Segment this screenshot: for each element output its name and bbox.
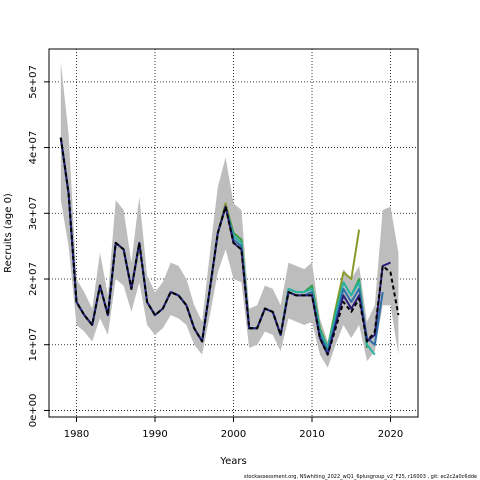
y-tick-label: 0e+00 [28,394,39,428]
x-axis: 1980 1990 2000 2010 2020 [64,417,403,440]
x-axis-label: Years [219,456,246,467]
series-line-0 [59,137,400,356]
y-tick-label: 5e+07 [28,65,39,99]
x-tick-label: 1990 [142,429,167,440]
y-tick-label: 2e+07 [28,262,39,296]
series-layer [59,137,400,356]
x-tick-label: 2010 [299,429,324,440]
footer-attribution: stockassessment.org, NSwhiting_2022_wQ1_… [244,474,477,480]
y-tick-label: 3e+07 [28,196,39,230]
y-axis: 0e+00 1e+07 2e+07 3e+07 4e+07 5e+07 [28,65,49,427]
y-tick-label: 1e+07 [28,328,39,362]
x-tick-label: 2000 [221,429,246,440]
y-tick-label: 4e+07 [28,131,39,165]
y-axis-label: Recruits (age 0) [3,193,14,273]
x-tick-label: 1980 [64,429,89,440]
x-tick-label: 2020 [378,429,403,440]
